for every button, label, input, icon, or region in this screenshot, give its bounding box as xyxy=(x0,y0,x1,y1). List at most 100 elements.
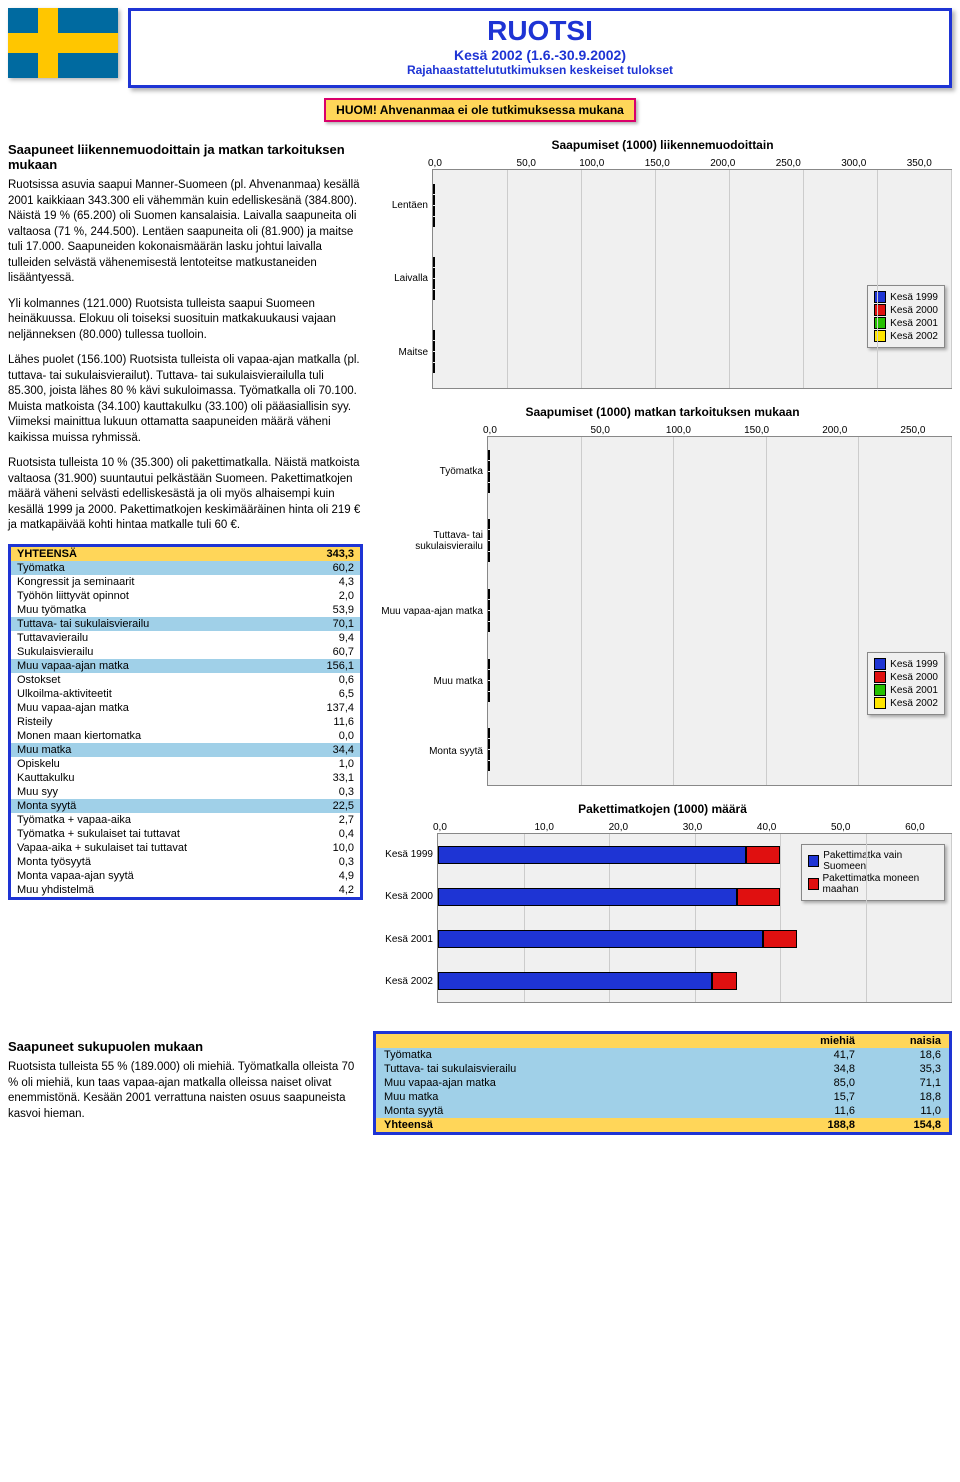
bar xyxy=(488,728,490,738)
summary-label: Muu vapaa-ajan matka xyxy=(11,701,293,715)
bar xyxy=(433,341,435,351)
bar xyxy=(433,330,435,340)
summary-label: YHTEENSÄ xyxy=(11,547,293,561)
notice-banner: HUOM! Ahvenanmaa ei ole tutkimuksessa mu… xyxy=(324,98,636,122)
summary-table: YHTEENSÄ343,3Työmatka60,2Kongressit ja s… xyxy=(8,544,363,900)
para-1: Ruotsissa asuvia saapui Manner-Suomeen (… xyxy=(8,178,363,287)
summary-value: 343,3 xyxy=(293,547,360,561)
chart-purpose: Saapumiset (1000) matkan tarkoituksen mu… xyxy=(373,405,952,786)
summary-label: Opiskelu xyxy=(11,757,293,771)
summary-value: 6,5 xyxy=(293,687,360,701)
bar xyxy=(488,681,490,691)
bar xyxy=(433,184,435,194)
summary-value: 53,9 xyxy=(293,603,360,617)
summary-label: Vapaa-aika + sukulaiset tai tuttavat xyxy=(11,841,293,855)
para-3: Lähes puolet (156.100) Ruotsista tulleis… xyxy=(8,353,363,446)
summary-value: 2,0 xyxy=(293,589,360,603)
summary-label: Tuttavavierailu xyxy=(11,631,293,645)
bar xyxy=(433,352,435,362)
bar xyxy=(488,659,490,669)
page-header: RUOTSI Kesä 2002 (1.6.-30.9.2002) Rajaha… xyxy=(8,8,952,88)
summary-value: 9,4 xyxy=(293,631,360,645)
bar xyxy=(488,552,490,562)
gender-table: miehiänaisiaTyömatka41,718,6Tuttava- tai… xyxy=(373,1031,952,1135)
title-main: RUOTSI xyxy=(139,15,941,47)
summary-label: Työhön liittyvät opinnot xyxy=(11,589,293,603)
bar xyxy=(433,268,435,278)
bar xyxy=(433,363,435,373)
summary-label: Kauttakulku xyxy=(11,771,293,785)
summary-value: 156,1 xyxy=(293,659,360,673)
chart-packages: Pakettimatkojen (1000) määrä 0,010,020,0… xyxy=(373,802,952,1003)
bar xyxy=(433,257,435,267)
summary-value: 60,7 xyxy=(293,645,360,659)
summary-value: 0,6 xyxy=(293,673,360,687)
summary-label: Kongressit ja seminaarit xyxy=(11,575,293,589)
bar xyxy=(488,461,490,471)
bar xyxy=(488,611,490,621)
para-4: Ruotsista tulleista 10 % (35.300) oli pa… xyxy=(8,456,363,534)
summary-value: 10,0 xyxy=(293,841,360,855)
summary-label: Muu työmatka xyxy=(11,603,293,617)
summary-value: 4,9 xyxy=(293,869,360,883)
summary-value: 0,3 xyxy=(293,855,360,869)
summary-label: Monen maan kiertomatka xyxy=(11,729,293,743)
bar xyxy=(488,519,490,529)
title-desc: Rajahaastattelututkimuksen keskeiset tul… xyxy=(139,63,941,77)
summary-label: Työmatka xyxy=(11,561,293,575)
summary-label: Ulkoilma-aktiviteetit xyxy=(11,687,293,701)
title-box: RUOTSI Kesä 2002 (1.6.-30.9.2002) Rajaha… xyxy=(128,8,952,88)
bar xyxy=(488,530,490,540)
summary-value: 34,4 xyxy=(293,743,360,757)
summary-value: 70,1 xyxy=(293,617,360,631)
summary-value: 22,5 xyxy=(293,799,360,813)
summary-label: Muu syy xyxy=(11,785,293,799)
summary-label: Monta syytä xyxy=(11,799,293,813)
bar xyxy=(488,472,490,482)
summary-label: Monta vapaa-ajan syytä xyxy=(11,869,293,883)
summary-value: 2,7 xyxy=(293,813,360,827)
summary-label: Sukulaisvierailu xyxy=(11,645,293,659)
summary-value: 11,6 xyxy=(293,715,360,729)
bar xyxy=(488,483,490,493)
para-2: Yli kolmannes (121.000) Ruotsista tullei… xyxy=(8,297,363,344)
bar xyxy=(433,217,435,227)
summary-label: Työmatka + sukulaiset tai tuttavat xyxy=(11,827,293,841)
bar xyxy=(488,600,490,610)
section-heading-transport: Saapuneet liikennemuodoittain ja matkan … xyxy=(8,142,363,172)
flag-sweden-icon xyxy=(8,8,118,78)
summary-value: 4,2 xyxy=(293,883,360,897)
bar xyxy=(488,750,490,760)
summary-label: Risteily xyxy=(11,715,293,729)
bar xyxy=(488,670,490,680)
bar xyxy=(433,279,435,289)
title-sub: Kesä 2002 (1.6.-30.9.2002) xyxy=(139,47,941,63)
bar xyxy=(433,290,435,300)
para-gender: Ruotsista tulleista 55 % (189.000) oli m… xyxy=(8,1060,363,1122)
summary-label: Monta työsyytä xyxy=(11,855,293,869)
summary-label: Muu vapaa-ajan matka xyxy=(11,659,293,673)
summary-value: 33,1 xyxy=(293,771,360,785)
bar xyxy=(433,195,435,205)
bar xyxy=(433,206,435,216)
summary-value: 0,4 xyxy=(293,827,360,841)
bar xyxy=(488,589,490,599)
bar xyxy=(488,450,490,460)
summary-value: 4,3 xyxy=(293,575,360,589)
bar xyxy=(488,761,490,771)
summary-value: 137,4 xyxy=(293,701,360,715)
summary-label: Ostokset xyxy=(11,673,293,687)
section-heading-gender: Saapuneet sukupuolen mukaan xyxy=(8,1039,363,1054)
summary-label: Muu matka xyxy=(11,743,293,757)
bar xyxy=(488,541,490,551)
summary-value: 0,0 xyxy=(293,729,360,743)
bar xyxy=(488,692,490,702)
summary-value: 60,2 xyxy=(293,561,360,575)
summary-value: 1,0 xyxy=(293,757,360,771)
summary-label: Muu yhdistelmä xyxy=(11,883,293,897)
chart-transport: Saapumiset (1000) liikennemuodoittain 0,… xyxy=(373,138,952,389)
bar xyxy=(488,622,490,632)
summary-label: Työmatka + vapaa-aika xyxy=(11,813,293,827)
bar xyxy=(488,739,490,749)
summary-label: Tuttava- tai sukulaisvierailu xyxy=(11,617,293,631)
